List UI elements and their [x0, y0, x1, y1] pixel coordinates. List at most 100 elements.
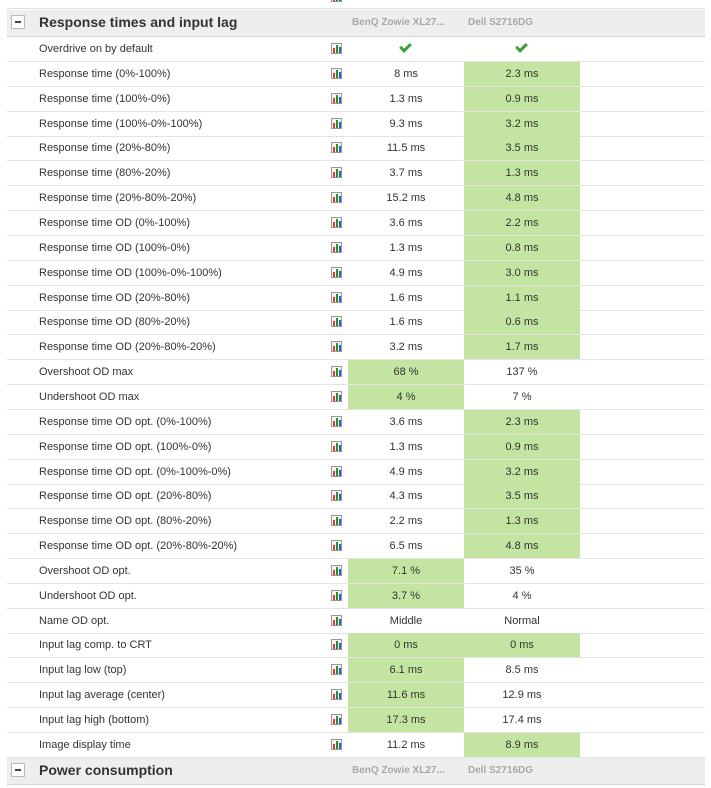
- value-cell-monitor-1: 4.9 ms: [389, 266, 423, 279]
- value-cell-monitor-1: 68 %: [348, 360, 464, 385]
- row-label: Response time OD opt. (80%-20%): [39, 515, 212, 528]
- chart-icon[interactable]: [331, 465, 342, 477]
- value-cell-monitor-2: 1.3 ms: [464, 509, 580, 534]
- value-cell-monitor-2: 0 ms: [464, 633, 580, 658]
- section-header-response-times[interactable]: Response times and input lag BenQ Zowie …: [7, 10, 705, 37]
- chart-icon[interactable]: [331, 43, 342, 54]
- chart-icon[interactable]: [331, 117, 342, 129]
- value-cell-monitor-1: 11.2 ms: [386, 738, 426, 751]
- value-cell-monitor-2: 35 %: [509, 564, 535, 577]
- column-header-monitor-2: Dell S2716DG: [468, 765, 534, 776]
- value-cell-monitor-1: 1.3 ms: [389, 92, 423, 105]
- value-cell-monitor-1: 6.5 ms: [389, 540, 423, 552]
- row-label: Image display time: [39, 738, 131, 751]
- collapse-icon[interactable]: [11, 763, 25, 777]
- value-cell-monitor-1: 7.1 %: [348, 558, 464, 583]
- chart-icon[interactable]: [331, 639, 342, 651]
- table-row: Response time (20%-80%) 11.5 ms 3.5 ms: [7, 136, 705, 162]
- row-label: Response time (100%-0%-100%): [39, 117, 203, 130]
- section-title: Response times and input lag: [39, 14, 238, 30]
- value-cell-monitor-1: 1.6 ms: [389, 316, 423, 329]
- value-cell-monitor-2: 2.3 ms: [464, 61, 580, 86]
- section-header-power-consumption[interactable]: Power consumption BenQ Zowie XL27... Del…: [7, 758, 705, 785]
- chart-icon[interactable]: [331, 714, 342, 725]
- chart-icon[interactable]: [331, 415, 342, 427]
- value-cell-monitor-1: 2.2 ms: [389, 515, 423, 528]
- row-label: Response time OD (20%-80%-20%): [39, 341, 216, 354]
- chart-icon[interactable]: [331, 440, 342, 452]
- table-row: Overshoot OD max 68 % 137 %: [7, 360, 705, 386]
- chart-icon[interactable]: [331, 664, 342, 676]
- chart-icon[interactable]: [331, 540, 342, 551]
- chart-icon[interactable]: [331, 614, 342, 626]
- table-row: Response time OD opt. (100%-0%) 1.3 ms 0.9…: [7, 434, 705, 460]
- row-label: Response time (20%-80%): [39, 142, 171, 155]
- row-label: Response time OD opt. (0%-100%): [39, 415, 212, 428]
- column-header-monitor-1: BenQ Zowie XL27...: [352, 17, 445, 28]
- chart-icon[interactable]: [331, 192, 342, 204]
- chart-icon[interactable]: [331, 316, 342, 328]
- table-row: Response time OD opt. (0%-100%-0%) 4.9 ms…: [7, 459, 705, 485]
- chart-icon[interactable]: [331, 515, 342, 527]
- value-cell-monitor-2: 0.8 ms: [464, 235, 580, 260]
- value-cell-monitor-2: 1.1 ms: [464, 285, 580, 310]
- table-row: Undershoot OD max 4 % 7 %: [7, 384, 705, 410]
- chart-icon[interactable]: [331, 738, 342, 750]
- value-cell-monitor-2: Normal: [504, 614, 540, 627]
- row-label: Response time OD (100%-0%-100%): [39, 266, 222, 279]
- value-cell-monitor-1: 1.6 ms: [389, 291, 423, 304]
- table-row: Overdrive on by default: [7, 37, 705, 62]
- value-cell-monitor-1: 4 %: [348, 384, 464, 409]
- chart-icon[interactable]: [331, 490, 342, 502]
- value-cell-monitor-1: 8 ms: [394, 67, 418, 80]
- value-cell-monitor-2: 3.0 ms: [464, 260, 580, 285]
- chart-icon[interactable]: [331, 217, 342, 228]
- value-cell-monitor-1: 1.3 ms: [389, 440, 423, 453]
- table-row: Response time (20%-80%-20%) 15.2 ms 4.8 ms: [7, 186, 705, 212]
- chart-icon[interactable]: [331, 92, 342, 104]
- chart-icon[interactable]: [331, 689, 342, 701]
- value-cell-monitor-2: 2.3 ms: [464, 409, 580, 434]
- chart-icon[interactable]: [331, 142, 342, 154]
- table-row: Image display time 11.2 ms 8.9 ms: [7, 732, 705, 758]
- table-row: Response time OD (20%-80%-20%) 3.2 ms 1.7 …: [7, 335, 705, 361]
- value-cell-monitor-2: 2.2 ms: [464, 211, 580, 235]
- previous-row-cutoff: [7, 0, 705, 9]
- chart-icon[interactable]: [331, 67, 342, 79]
- table-row: Response time OD opt. (20%-80%-20%) 6.5 m…: [7, 534, 705, 559]
- table-row: Response time OD (0%-100%) 3.6 ms 2.2 ms: [7, 211, 705, 236]
- table-row: Undershoot OD opt. 3.7 % 4 %: [7, 583, 705, 609]
- value-cell-monitor-2: 3.5 ms: [464, 484, 580, 509]
- row-label: Response time OD (0%-100%): [39, 217, 191, 229]
- chart-icon[interactable]: [331, 341, 342, 353]
- table-row: Response time OD (100%-0%-100%) 4.9 ms 3.0…: [7, 260, 705, 286]
- row-label: Overshoot OD max: [39, 366, 134, 379]
- value-cell-monitor-1: 1.3 ms: [389, 241, 423, 254]
- checkmark-icon: [400, 42, 412, 52]
- chart-icon[interactable]: [331, 390, 342, 402]
- chart-icon[interactable]: [331, 589, 342, 601]
- table-row: Response time OD opt. (0%-100%) 3.6 ms 2.3…: [7, 409, 705, 435]
- value-cell-monitor-1: 3.2 ms: [389, 341, 423, 354]
- collapse-icon[interactable]: [11, 15, 25, 29]
- chart-icon[interactable]: [331, 0, 342, 2]
- value-cell-monitor-2: 0.6 ms: [464, 310, 580, 335]
- value-cell-monitor-1: 4.9 ms: [389, 465, 423, 478]
- chart-icon[interactable]: [331, 366, 342, 378]
- value-cell-monitor-1: 17.3 ms: [348, 708, 464, 732]
- chart-icon[interactable]: [331, 167, 342, 179]
- chart-icon[interactable]: [331, 241, 342, 253]
- table-row: Input lag average (center) 11.6 ms 12.9 ms: [7, 683, 705, 709]
- value-cell-monitor-2: 3.2 ms: [464, 459, 580, 484]
- chart-icon[interactable]: [331, 291, 342, 303]
- table-row: Response time OD opt. (80%-20%) 2.2 ms 1.3…: [7, 509, 705, 535]
- chart-icon[interactable]: [331, 266, 342, 278]
- value-cell-monitor-2: 12.9 ms: [502, 689, 542, 702]
- table-row: Response time (0%-100%) 8 ms 2.3 ms: [7, 61, 705, 87]
- chart-icon[interactable]: [331, 564, 342, 576]
- row-label: Response time OD (100%-0%): [39, 241, 191, 254]
- table-row: Response time OD (100%-0%) 1.3 ms 0.8 ms: [7, 235, 705, 261]
- row-label: Response time OD opt. (0%-100%-0%): [39, 465, 231, 478]
- row-label: Response time (80%-20%): [39, 167, 171, 180]
- value-cell-monitor-2: 8.9 ms: [464, 732, 580, 757]
